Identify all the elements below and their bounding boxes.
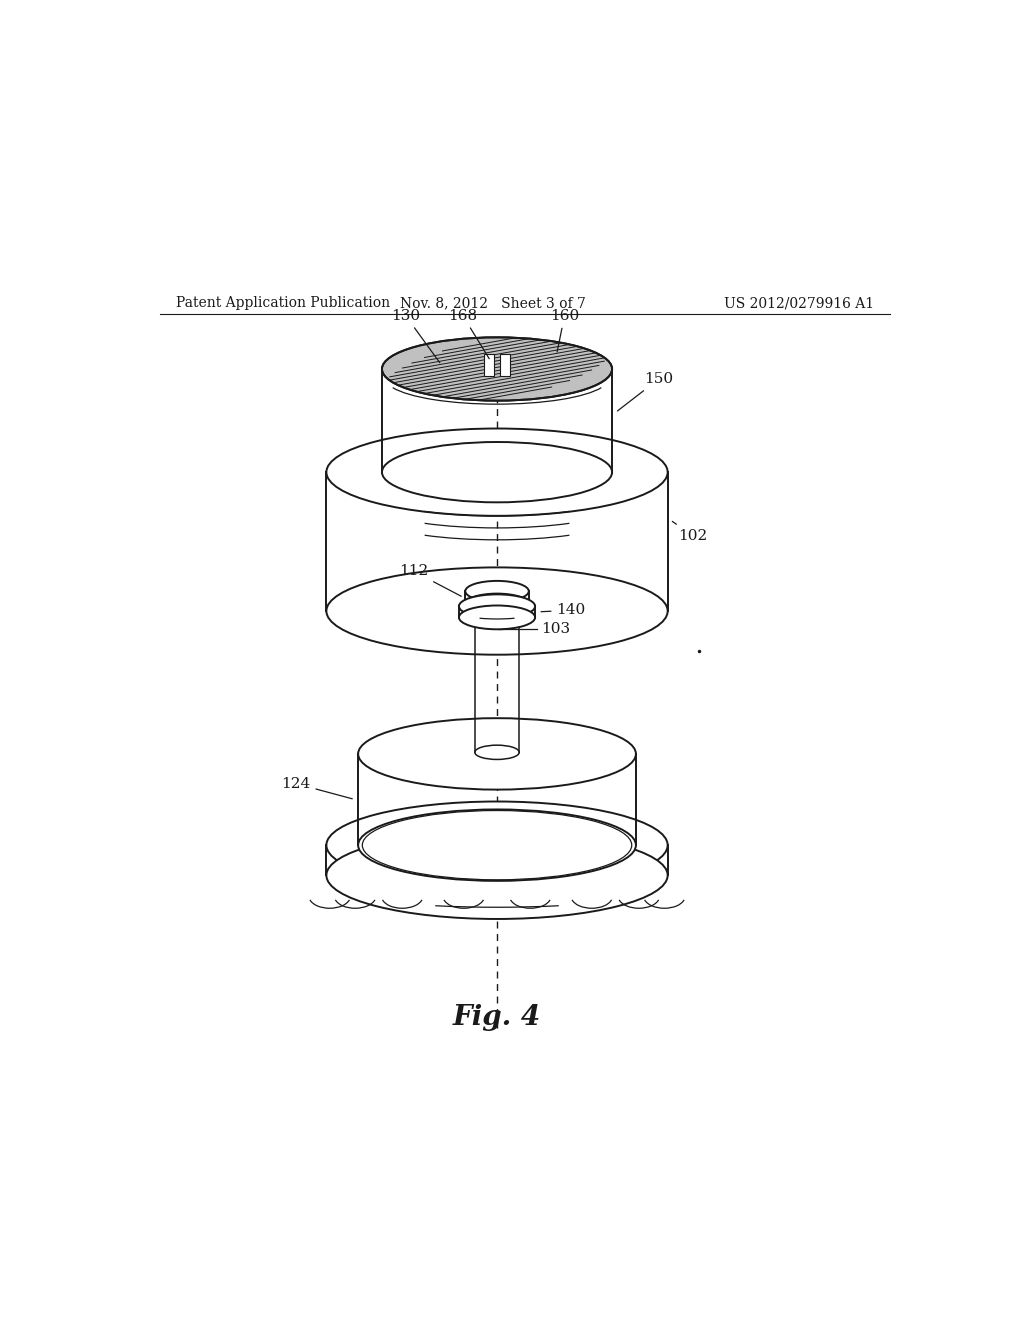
Ellipse shape <box>382 338 612 401</box>
Ellipse shape <box>465 581 528 602</box>
Text: 124: 124 <box>282 776 352 799</box>
Text: 168: 168 <box>449 309 489 359</box>
Text: 160: 160 <box>550 309 580 352</box>
Ellipse shape <box>327 429 668 516</box>
Ellipse shape <box>475 746 519 759</box>
Text: 150: 150 <box>617 372 673 411</box>
Text: 112: 112 <box>399 565 461 597</box>
Text: 130: 130 <box>391 309 440 363</box>
Ellipse shape <box>358 809 636 880</box>
Ellipse shape <box>327 568 668 655</box>
Ellipse shape <box>327 832 668 919</box>
Text: Fig. 4: Fig. 4 <box>453 1005 541 1031</box>
Ellipse shape <box>459 606 536 630</box>
Text: 102: 102 <box>673 521 708 543</box>
Ellipse shape <box>382 442 612 503</box>
Text: 140: 140 <box>541 603 586 618</box>
Text: US 2012/0279916 A1: US 2012/0279916 A1 <box>724 296 873 310</box>
Ellipse shape <box>358 718 636 789</box>
Ellipse shape <box>459 594 536 618</box>
Text: Patent Application Publication: Patent Application Publication <box>176 296 390 310</box>
Text: Nov. 8, 2012   Sheet 3 of 7: Nov. 8, 2012 Sheet 3 of 7 <box>400 296 586 310</box>
Ellipse shape <box>465 594 528 614</box>
Text: 103: 103 <box>541 622 569 635</box>
Bar <box>500 354 510 376</box>
Bar <box>484 354 494 376</box>
Ellipse shape <box>327 801 668 888</box>
